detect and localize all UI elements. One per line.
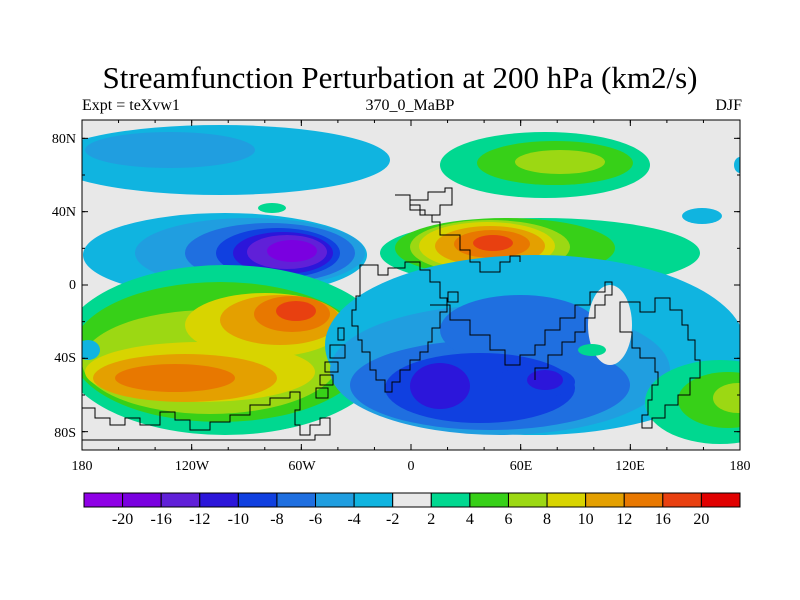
colorbar-label: -6 xyxy=(308,511,323,528)
colorbar-label: 8 xyxy=(543,511,552,528)
lon-tick-label: 180 xyxy=(729,459,751,474)
coastline-antarctica xyxy=(82,391,331,441)
colorbar-swatch xyxy=(585,492,625,508)
lat-tick-label: 40S xyxy=(54,351,76,366)
colorbar-swatch xyxy=(315,492,355,508)
colorbar-label: -16 xyxy=(150,511,172,528)
colorbar-swatch xyxy=(430,492,471,508)
colorbar-label: -4 xyxy=(347,511,361,528)
colorbar-swatch xyxy=(122,492,162,508)
colorbar-swatch xyxy=(623,492,664,508)
contour-fills xyxy=(82,125,740,450)
colorbar-swatch xyxy=(160,492,201,508)
colorbar-label: -12 xyxy=(189,511,211,528)
colorbar-label: -8 xyxy=(270,511,284,528)
colorbar-label: 12 xyxy=(616,511,633,528)
colorbar-swatch xyxy=(662,492,702,508)
colorbar-label: 20 xyxy=(693,511,710,528)
axis-ticks xyxy=(81,120,741,450)
lat-tick-label: 80S xyxy=(54,426,76,441)
lon-tick-label: 60W xyxy=(288,459,316,474)
plot-title: Streamfunction Perturbation at 200 hPa (… xyxy=(102,60,698,95)
coastline-outlines xyxy=(82,187,701,441)
colorbar-swatch xyxy=(392,492,432,508)
lon-tick-label: 120E xyxy=(615,459,645,474)
coastline-africa xyxy=(351,261,448,393)
colorbar-label: -2 xyxy=(386,511,400,528)
coastline-south-america xyxy=(315,327,346,399)
run-label: 370_0_MaBP xyxy=(365,97,455,114)
colorbar-swatch xyxy=(237,492,278,508)
colorbar xyxy=(83,492,741,508)
colorbar-label: 10 xyxy=(577,511,594,528)
lon-tick-label: 180 xyxy=(71,459,93,474)
lon-tick-label: 120W xyxy=(174,459,210,474)
colorbar-swatch xyxy=(83,492,124,508)
colorbar-label: 16 xyxy=(654,511,671,528)
colorbar-swatch xyxy=(507,492,548,508)
colorbar-label: 6 xyxy=(504,511,513,528)
lat-tick-label: 40N xyxy=(51,205,76,220)
colorbar-label: -20 xyxy=(111,511,134,528)
lat-tick-label: 0 xyxy=(69,278,76,293)
lat-tick-label: 80N xyxy=(51,132,76,147)
colorbar-label: -10 xyxy=(227,511,249,528)
colorbar-swatch xyxy=(700,492,741,508)
coastline-americas xyxy=(395,194,521,273)
coastline-oceania xyxy=(619,297,701,429)
coastline-europe xyxy=(447,291,459,303)
coastline-asia xyxy=(430,281,613,380)
map-plot-area xyxy=(82,120,740,450)
experiment-label: Expt = teXvw1 xyxy=(82,97,180,114)
colorbar-swatch xyxy=(353,492,394,508)
colorbar-label: 2 xyxy=(427,511,436,528)
lon-tick-label: 0 xyxy=(407,459,415,474)
season-label: DJF xyxy=(715,97,742,114)
colorbar-label: 4 xyxy=(465,511,474,528)
colorbar-swatch xyxy=(199,492,239,508)
colorbar-swatch xyxy=(469,492,509,508)
colorbar-swatch xyxy=(546,492,587,508)
coastline-greenland xyxy=(409,187,453,216)
lon-tick-label: 60E xyxy=(509,459,533,474)
colorbar-swatch xyxy=(276,492,317,508)
